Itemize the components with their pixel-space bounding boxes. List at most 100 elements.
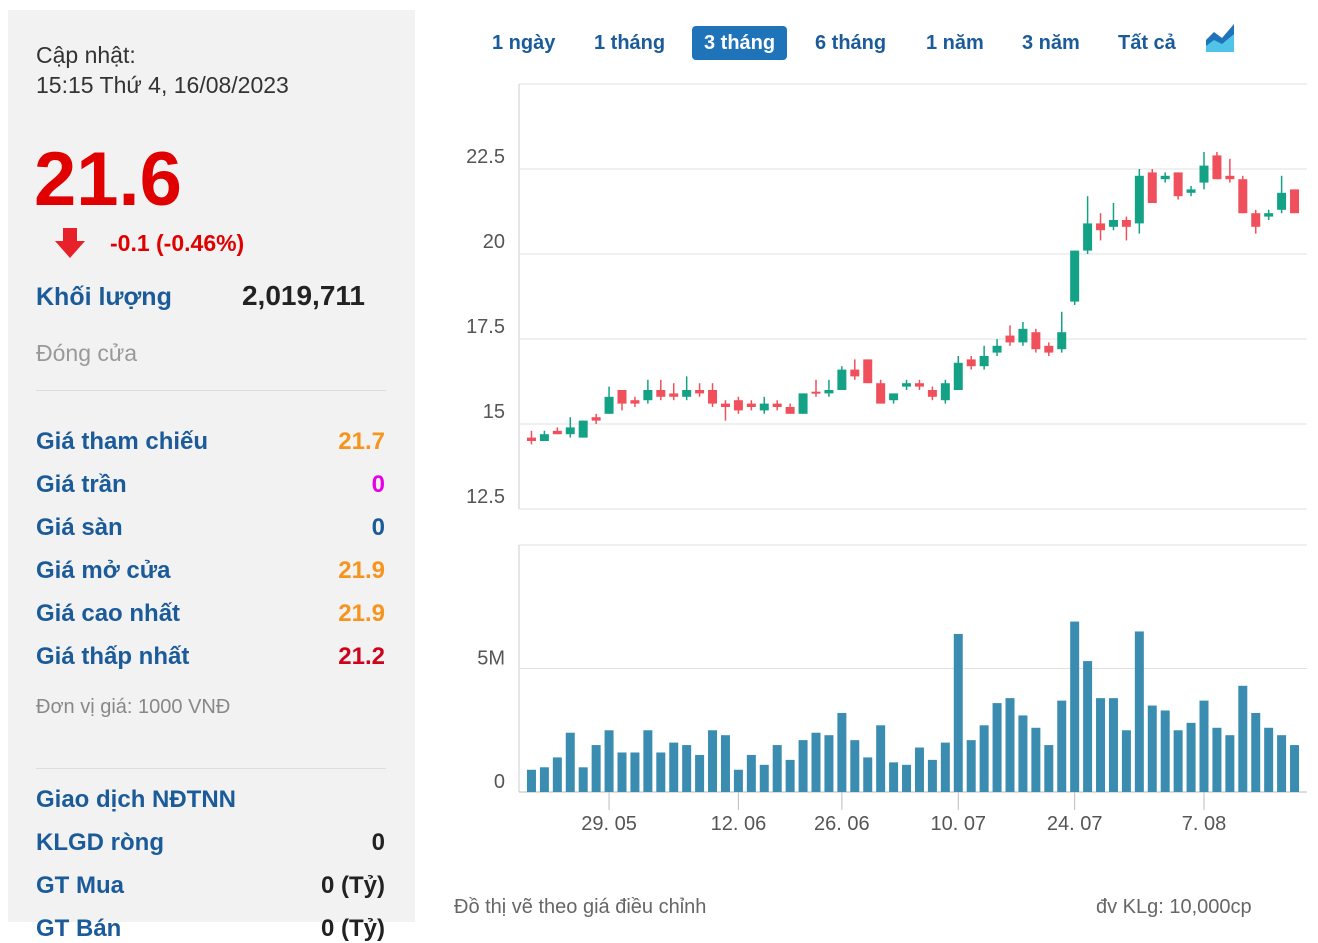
candle-body — [720, 403, 730, 407]
volume-bar — [539, 767, 549, 792]
candle-body — [889, 393, 899, 401]
candle-body — [876, 383, 886, 404]
volume-bar — [772, 745, 782, 792]
volume-bar — [682, 745, 692, 792]
candle-body — [759, 403, 769, 411]
volume-value: 2,019,711 — [241, 280, 365, 311]
volume-bar — [1264, 727, 1274, 792]
candle-body — [785, 407, 795, 414]
volume-bar — [863, 757, 873, 792]
volume-bar — [876, 725, 886, 792]
candle-body — [863, 359, 873, 384]
candle-body — [695, 390, 705, 394]
row-label: GT Bán — [36, 915, 122, 942]
candle-body — [1083, 223, 1093, 251]
price-change: -0.1 (-0.46%) — [110, 230, 245, 256]
price: 21.6 — [34, 137, 182, 222]
candle-body — [966, 359, 976, 367]
volume-bar — [824, 735, 834, 792]
volume-bar — [733, 769, 743, 792]
range-tab[interactable]: 1 ngày — [492, 32, 556, 54]
volume-bar — [565, 732, 575, 792]
foreign-title: Giao dịch NĐTNN — [36, 786, 237, 813]
row-value: 0 (Tỷ) — [320, 915, 385, 942]
candle-body — [669, 393, 679, 397]
separator — [36, 390, 386, 391]
chart-type-icon[interactable] — [1204, 22, 1238, 54]
volume-bar — [1225, 735, 1235, 792]
candle-body — [733, 400, 743, 411]
x-tick-label: 24. 07 — [1047, 813, 1103, 835]
volume-bar — [798, 740, 808, 792]
chart: 12.5 15 17.5 20 22.5 0 5M 29. 05 12. 06 26. 06 10.… — [466, 83, 1307, 835]
row-label: KLGD ròng — [36, 829, 164, 856]
candle-body — [552, 430, 562, 435]
volume-bar — [1199, 700, 1209, 792]
candle-body — [1121, 220, 1131, 227]
y-tick-label: 20 — [483, 231, 505, 253]
volume-bar — [617, 752, 627, 792]
volume-bar — [708, 730, 718, 792]
volume-bar — [643, 730, 653, 792]
volume-bar — [850, 740, 860, 792]
candle-body — [1238, 179, 1248, 214]
updated-time: 15:15 Thứ 4, 16/08/2023 — [36, 72, 289, 98]
candle-body — [1147, 172, 1157, 203]
candle-body — [708, 390, 718, 404]
volume-bar — [979, 725, 989, 792]
candle-body — [682, 390, 692, 397]
candle-body — [1134, 175, 1144, 224]
candle-body — [811, 391, 821, 394]
range-tab[interactable]: 1 tháng — [594, 32, 666, 54]
candle-body — [1199, 165, 1209, 183]
candle-body — [979, 356, 989, 367]
candle-body — [578, 420, 588, 438]
quote-panel: Cập nhật: 15:15 Thứ 4, 16/08/2023 21.6 -… — [8, 10, 415, 942]
candle-body — [1186, 189, 1196, 193]
row-value: 21.7 — [338, 428, 385, 455]
candle-body — [591, 417, 601, 421]
candle-body — [656, 390, 666, 397]
volume-bar — [811, 732, 821, 792]
volume-bar — [1057, 700, 1067, 792]
candle-body — [604, 396, 614, 414]
volume-bar — [1277, 735, 1287, 792]
icon-area — [1206, 34, 1234, 52]
volume-bar — [914, 747, 924, 792]
volume-bar — [1212, 727, 1222, 792]
range-tab[interactable]: 1 năm — [926, 32, 984, 54]
volume-bar — [992, 703, 1002, 792]
candle-body — [992, 345, 1002, 353]
row-value: 21.2 — [338, 643, 385, 670]
volume-bar — [630, 752, 640, 792]
row-label: Giá cao nhất — [36, 600, 181, 627]
row-value: 21.9 — [338, 600, 385, 627]
candle-body — [565, 427, 575, 435]
y-tick-label: 22.5 — [466, 146, 505, 168]
unit-note: Đơn vị giá: 1000 VNĐ — [36, 696, 231, 718]
range-tab[interactable]: 3 năm — [1022, 32, 1080, 54]
range-tab[interactable]: Tất cả — [1118, 32, 1176, 54]
volume-bar — [1147, 705, 1157, 792]
volume-bar — [759, 764, 769, 792]
range-tab[interactable]: 6 tháng — [815, 32, 887, 54]
row-value: 0 — [371, 829, 385, 856]
volume-bar — [1251, 712, 1261, 792]
row-value: 0 — [371, 471, 385, 498]
range-tab[interactable]: 3 tháng — [692, 26, 788, 60]
candle-body — [837, 369, 847, 390]
volume-bar — [1290, 745, 1300, 792]
row-label: Giá thấp nhất — [36, 643, 190, 670]
volume-bar — [1186, 722, 1196, 792]
candle-body — [772, 403, 782, 407]
candle-body — [1290, 189, 1300, 214]
candle-body — [1005, 335, 1015, 343]
y-tick-label: 17.5 — [466, 316, 505, 338]
volume-bar — [1044, 745, 1054, 792]
row-value: 0 (Tỷ) — [320, 872, 385, 899]
volume-bar — [1173, 730, 1183, 792]
candle-body — [1044, 345, 1054, 353]
arrow-shape — [55, 228, 85, 258]
separator — [36, 768, 386, 769]
volume-bar — [1031, 727, 1041, 792]
